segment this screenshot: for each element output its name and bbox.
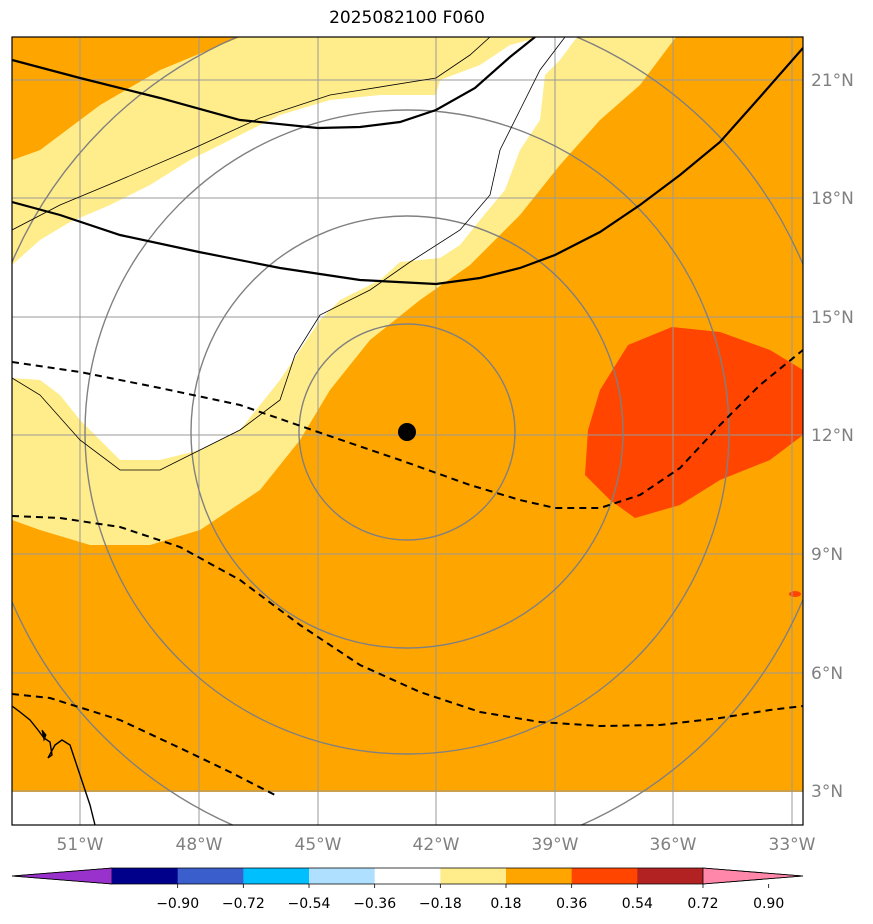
dashed-contours — [12, 349, 803, 796]
map-title: 2025082100 F060 — [329, 8, 485, 28]
lon-label: 48°W — [176, 835, 223, 855]
colorbar-segment — [309, 868, 376, 884]
colorbar-extend-low — [11, 867, 113, 885]
lon-label: 51°W — [57, 835, 104, 855]
colorbar-segment — [637, 868, 704, 884]
colorbar: −0.90 −0.72 −0.54 −0.36 −0.18 0.18 0.36 0.54 0.7… — [11, 867, 804, 912]
longitude-labels: 51°W 48°W 45°W 42°W 39°W 36°W 33°W — [57, 835, 816, 855]
lat-label: 9°N — [811, 545, 843, 565]
lon-label: 45°W — [295, 835, 342, 855]
lon-label: 42°W — [413, 835, 460, 855]
field-red — [585, 327, 803, 518]
map-field — [12, 37, 803, 825]
lon-label: 33°W — [769, 835, 816, 855]
colorbar-tick-label: −0.54 — [288, 896, 331, 912]
field-orange-corner — [12, 37, 240, 160]
colorbar-tick-label: −0.72 — [222, 896, 265, 912]
lat-label: 18°N — [811, 189, 854, 209]
lon-label: 36°W — [650, 835, 697, 855]
lat-label: 6°N — [811, 664, 843, 684]
colorbar-segment — [243, 868, 310, 884]
colorbar-tick-label: 0.72 — [687, 896, 718, 912]
solid-contours — [12, 37, 803, 286]
colorbar-tick-label: 0.90 — [753, 896, 784, 912]
colorbar-segment — [112, 868, 179, 884]
range-circles — [12, 37, 803, 825]
colorbar-tick-label: −0.90 — [156, 896, 199, 912]
lat-label: 15°N — [811, 308, 854, 328]
coastline-island — [41, 729, 47, 742]
field-white-bottom — [12, 792, 803, 825]
lat-label: 21°N — [811, 71, 854, 91]
colorbar-tick-label: −0.18 — [419, 896, 462, 912]
colorbar-tick-label: 0.54 — [622, 896, 653, 912]
lon-label: 39°W — [532, 835, 579, 855]
colorbar-segment — [177, 868, 244, 884]
colorbar-segment — [440, 868, 507, 884]
storm-center-marker — [398, 423, 416, 441]
field-red-speck — [789, 591, 801, 597]
lat-label: 3°N — [811, 782, 843, 802]
colorbar-frame — [11, 867, 804, 885]
colorbar-tick-label: 0.36 — [556, 896, 587, 912]
map-frame — [11, 36, 804, 826]
colorbar-extend-high — [702, 867, 804, 885]
colorbar-segment — [571, 868, 638, 884]
colorbar-tick-label: 0.18 — [490, 896, 521, 912]
colorbar-segment — [506, 868, 573, 884]
colorbar-tick-label: −0.36 — [353, 896, 396, 912]
thin-contours — [12, 37, 566, 471]
lat-label: 12°N — [811, 426, 854, 446]
colorbar-segment — [374, 868, 441, 884]
coastline — [12, 705, 96, 825]
latitude-labels: 21°N 18°N 15°N 12°N 9°N 6°N 3°N — [811, 71, 854, 802]
